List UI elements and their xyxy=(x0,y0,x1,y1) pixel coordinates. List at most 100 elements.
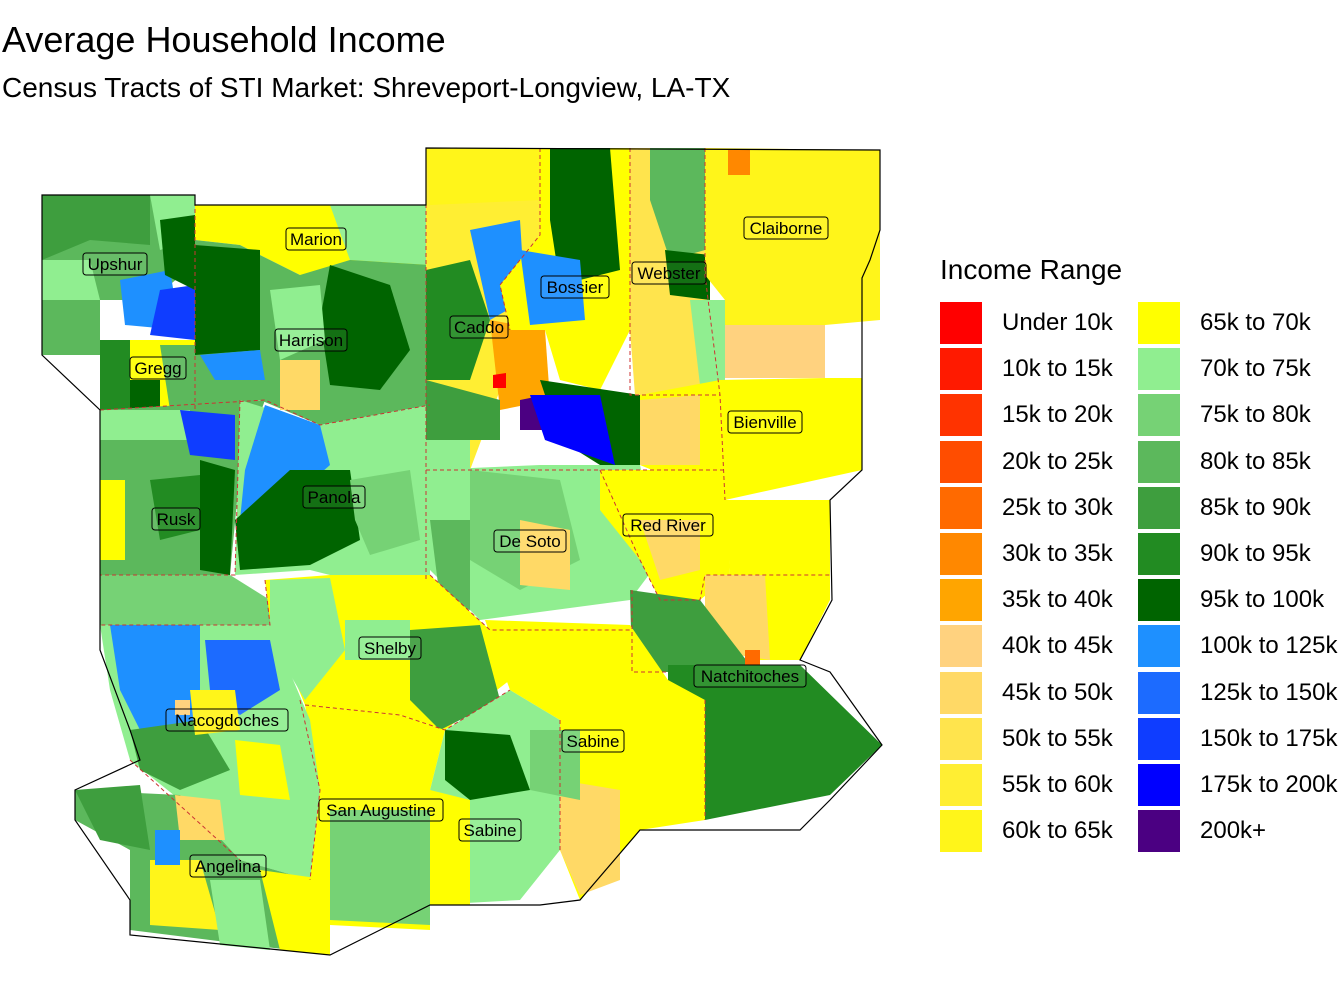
tract xyxy=(668,665,882,820)
legend-swatch xyxy=(1138,625,1180,668)
tract xyxy=(520,520,570,590)
legend-swatch xyxy=(1138,533,1180,575)
legend-swatch xyxy=(1138,579,1180,622)
tract xyxy=(650,148,705,260)
tract xyxy=(190,690,240,735)
legend-item: 95k to 100k xyxy=(1138,579,1325,622)
legend-label: 10k to 15k xyxy=(1002,355,1113,383)
county-label-caddo: Caddo xyxy=(449,315,509,339)
svg-text:Sabine: Sabine xyxy=(464,821,517,840)
tract xyxy=(100,575,270,625)
tract xyxy=(640,395,700,465)
legend-label: 70k to 75k xyxy=(1200,355,1311,383)
legend-swatch xyxy=(1138,394,1180,437)
legend-item: 35k to 40k xyxy=(940,579,1113,622)
legend-label: 25k to 30k xyxy=(1002,493,1113,521)
legend-label: 85k to 90k xyxy=(1200,493,1311,521)
tract xyxy=(530,730,580,800)
county-label-gregg: Gregg xyxy=(129,356,187,380)
svg-text:Rusk: Rusk xyxy=(157,510,196,529)
legend-label: 20k to 25k xyxy=(1002,447,1113,475)
tract xyxy=(42,195,150,260)
tract xyxy=(640,520,700,580)
tract xyxy=(100,340,130,410)
legend-label: 95k to 100k xyxy=(1200,586,1325,614)
svg-text:Sabine: Sabine xyxy=(567,732,620,751)
legend-swatch xyxy=(940,625,982,668)
tract xyxy=(270,285,325,360)
legend-item: 200k+ xyxy=(1138,810,1266,853)
legend-item: 175k to 200k xyxy=(1138,764,1337,806)
svg-text:Marion: Marion xyxy=(290,230,342,249)
legend-item: 85k to 90k xyxy=(1138,486,1311,529)
tract xyxy=(630,590,750,672)
svg-text:Webster: Webster xyxy=(638,264,701,283)
county-label-natchitoches: Natchitoches xyxy=(693,664,807,688)
tract xyxy=(42,260,100,300)
county-label-harrison: Harrison xyxy=(274,328,348,352)
svg-text:De Soto: De Soto xyxy=(499,532,560,551)
tract xyxy=(493,373,506,388)
county-border xyxy=(100,579,271,626)
county-label-bossier: Bossier xyxy=(540,275,610,299)
legend-label: 55k to 60k xyxy=(1002,771,1113,798)
tract xyxy=(728,150,750,175)
tract xyxy=(345,620,410,660)
tract xyxy=(130,720,230,790)
legend-label: 35k to 40k xyxy=(1002,586,1113,614)
tract xyxy=(280,360,320,410)
legend-label: 80k to 85k xyxy=(1200,447,1311,475)
legend-label: 15k to 20k xyxy=(1002,401,1113,429)
legend-label: 45k to 50k xyxy=(1002,678,1113,706)
tract xyxy=(426,380,500,440)
svg-text:Natchitoches: Natchitoches xyxy=(701,667,799,686)
county-border xyxy=(100,399,241,576)
tract xyxy=(100,480,125,560)
county-label-de-soto: De Soto xyxy=(493,529,567,553)
svg-text:Nacogdoches: Nacogdoches xyxy=(175,711,279,730)
legend-swatch xyxy=(940,394,982,437)
tract xyxy=(100,410,190,440)
tract xyxy=(235,470,360,570)
legend-label: Under 10k xyxy=(1002,309,1113,336)
legend-swatch xyxy=(1138,440,1180,483)
tract xyxy=(560,780,620,895)
legend-label: 175k to 200k xyxy=(1200,771,1338,798)
county-border xyxy=(629,148,720,396)
tract xyxy=(160,215,195,290)
county-label-shelby: Shelby xyxy=(358,636,422,660)
legend-item: 25k to 30k xyxy=(940,486,1113,529)
svg-text:Caddo: Caddo xyxy=(454,318,504,337)
map-subtitle: Census Tracts of STI Market: Shreveport-… xyxy=(2,72,731,103)
legend-item: 90k to 95k xyxy=(1138,533,1311,575)
county-label-red-river: Red River xyxy=(622,513,714,537)
legend-label: 125k to 150k xyxy=(1200,678,1338,706)
tract xyxy=(150,285,195,340)
county-label-bienville: Bienville xyxy=(727,410,803,434)
legend-swatch xyxy=(940,764,982,806)
map-title: Average Household Income xyxy=(2,19,446,60)
tract xyxy=(350,470,420,555)
legend-item: 150k to 175k xyxy=(1138,717,1338,760)
county-label-claiborne: Claiborne xyxy=(743,216,829,240)
county-border xyxy=(299,699,321,881)
legend-label: 65k to 70k xyxy=(1200,309,1311,336)
county-borders xyxy=(99,148,830,881)
legend-label: 150k to 175k xyxy=(1200,724,1338,752)
legend-label: 90k to 95k xyxy=(1200,540,1311,567)
tract xyxy=(426,440,470,470)
legend-swatch xyxy=(940,440,982,483)
legend-swatch xyxy=(1138,810,1180,853)
legend-item: 40k to 45k xyxy=(940,625,1113,668)
legend-label: 60k to 65k xyxy=(1002,817,1113,845)
legend-label: 40k to 45k xyxy=(1002,632,1113,660)
tract xyxy=(235,740,290,800)
tract xyxy=(426,148,540,205)
svg-text:Harrison: Harrison xyxy=(279,331,343,350)
tract xyxy=(550,148,620,285)
legend-swatch xyxy=(940,486,982,529)
legend-item: 50k to 55k xyxy=(940,717,1113,760)
legend-swatch xyxy=(940,533,982,575)
county-border xyxy=(704,148,726,501)
county-border xyxy=(599,469,830,601)
